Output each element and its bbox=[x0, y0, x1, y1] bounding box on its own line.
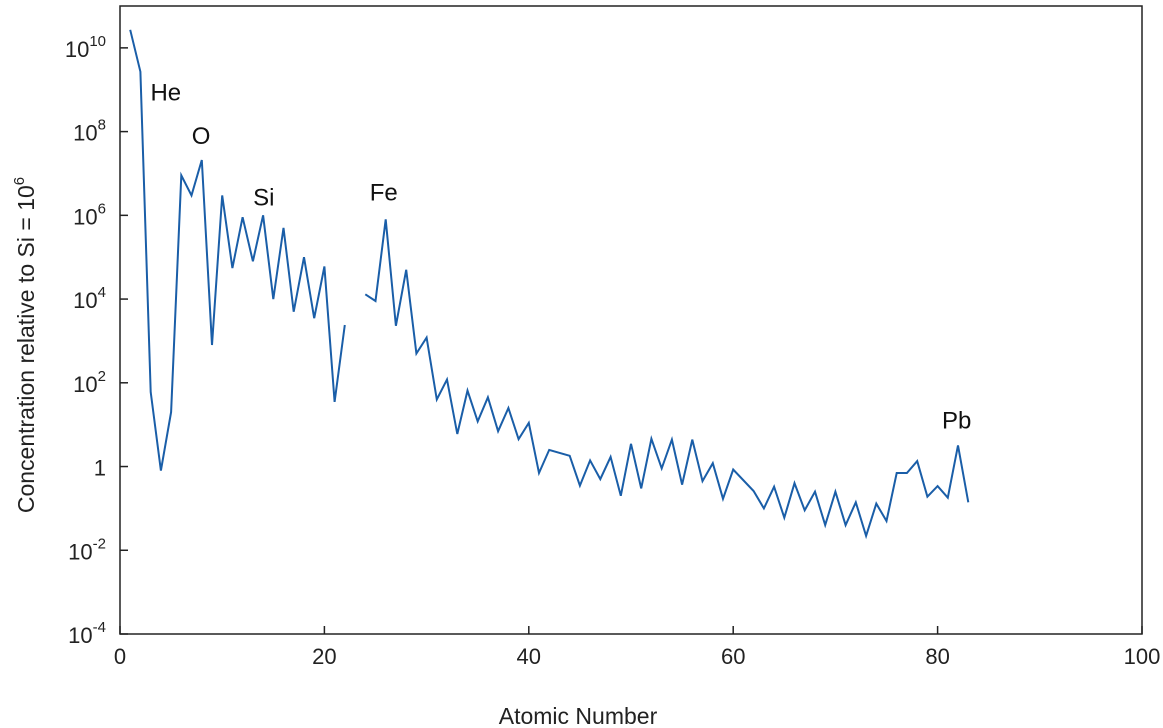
y-tick-base: 10 bbox=[65, 37, 89, 62]
y-tick-label: 1 bbox=[94, 456, 106, 481]
x-axis-title: Atomic Number bbox=[499, 703, 658, 728]
annotation-pb: Pb bbox=[942, 407, 971, 434]
x-tick-label: 40 bbox=[517, 644, 541, 669]
series-line-segment bbox=[129, 29, 346, 471]
annotation-fe: Fe bbox=[370, 179, 398, 206]
y-tick-base: 10 bbox=[73, 372, 97, 397]
annotation-o: O bbox=[192, 123, 211, 150]
y-tick-base: 10 bbox=[68, 623, 92, 648]
y-tick-exponent: 4 bbox=[98, 284, 106, 301]
y-tick-exponent: -4 bbox=[93, 619, 106, 636]
x-tick-label: 20 bbox=[312, 644, 336, 669]
series-line-segment bbox=[364, 219, 970, 540]
annotation-si: Si bbox=[253, 184, 274, 211]
y-tick-label: 102 bbox=[73, 368, 106, 397]
y-tick-label: 106 bbox=[73, 200, 106, 229]
y-tick-exponent: 2 bbox=[98, 368, 106, 385]
x-tick-label: 80 bbox=[925, 644, 949, 669]
x-tick-label: 0 bbox=[114, 644, 126, 669]
y-tick-base: 10 bbox=[73, 121, 97, 146]
y-tick-label: 10-2 bbox=[68, 535, 106, 564]
x-tick-label: 100 bbox=[1124, 644, 1161, 669]
y-tick-label: 104 bbox=[73, 284, 106, 313]
y-tick-label: 1010 bbox=[65, 33, 106, 62]
x-axis: 0 20 40 60 80 100 bbox=[114, 626, 1160, 669]
y-tick-exponent: -2 bbox=[93, 535, 106, 552]
y-tick-base: 10 bbox=[73, 288, 97, 313]
y-tick-exponent: 10 bbox=[89, 33, 106, 50]
annotation-he: He bbox=[150, 80, 181, 107]
series-layer bbox=[129, 29, 970, 540]
y-tick-label: 108 bbox=[73, 117, 106, 146]
y-tick-base: 1 bbox=[94, 456, 106, 481]
y-tick-exponent: 6 bbox=[98, 200, 106, 217]
y-tick-label: 10-4 bbox=[68, 619, 106, 648]
y-axis-title: Concentration relative to Si = 106 bbox=[11, 177, 39, 513]
y-tick-base: 10 bbox=[73, 204, 97, 229]
y-axis-title-exponent: 6 bbox=[11, 177, 28, 185]
y-axis-title-text: Concentration relative to Si = 10 bbox=[13, 185, 39, 513]
annotations: He O Si Fe Pb bbox=[150, 80, 971, 435]
y-tick-exponent: 8 bbox=[98, 117, 106, 134]
plot-frame bbox=[119, 5, 1143, 635]
x-tick-label: 60 bbox=[721, 644, 745, 669]
y-tick-base: 10 bbox=[68, 539, 92, 564]
